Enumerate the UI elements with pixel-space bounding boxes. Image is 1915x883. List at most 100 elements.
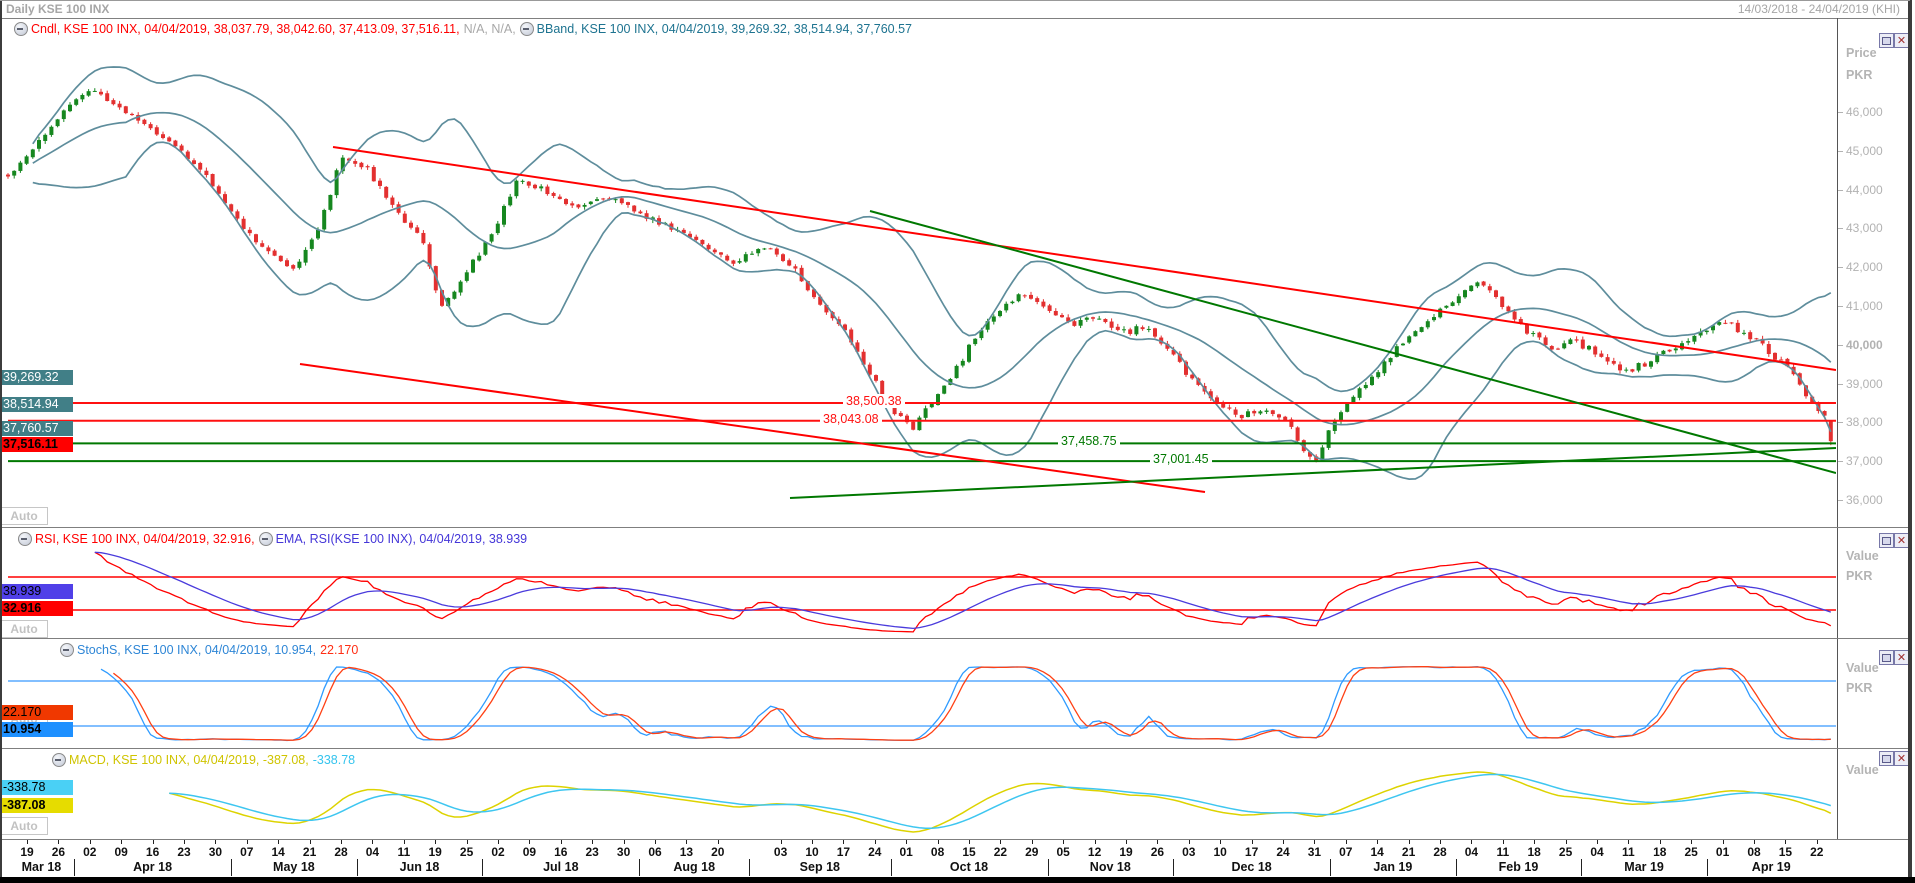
xaxis-tick-mark bbox=[27, 840, 28, 844]
xaxis-day-label: 25 bbox=[459, 845, 474, 859]
macd-value-tag: -387.08 bbox=[0, 798, 73, 813]
panel-close-icon[interactable]: ✕ bbox=[1894, 751, 1909, 766]
rsi-legend: RSI, KSE 100 INX, 04/04/2019, 32.916, EM… bbox=[18, 532, 527, 546]
xaxis-day-label: 04 bbox=[365, 845, 380, 859]
panel-close-icon[interactable]: ✕ bbox=[1894, 650, 1909, 665]
xaxis-day-label: 17 bbox=[836, 845, 851, 859]
xaxis-day-label: 18 bbox=[1653, 845, 1667, 859]
collapse-series-icon[interactable] bbox=[18, 532, 32, 546]
xaxis-day-label: 23 bbox=[585, 845, 599, 859]
panel-minimize-icon[interactable] bbox=[1879, 33, 1894, 48]
xaxis-tick-mark bbox=[1345, 840, 1347, 844]
axis-tick-label: 40,000 bbox=[1846, 337, 1883, 352]
bollinger-band-line bbox=[32, 111, 1832, 426]
xaxis-day-label: 28 bbox=[1433, 845, 1447, 859]
xaxis-tick-mark bbox=[874, 840, 876, 844]
xaxis-tick-mark bbox=[1063, 840, 1065, 844]
xaxis-day-label: 15 bbox=[1778, 845, 1793, 859]
xaxis-tick-mark bbox=[1314, 840, 1316, 844]
price-auto-button[interactable]: Auto bbox=[0, 507, 48, 525]
xaxis-month-label: Jul 18 bbox=[543, 860, 579, 874]
xaxis-tick-mark bbox=[1502, 840, 1504, 844]
date-range-label: 14/03/2018 - 24/04/2019 (KHI) bbox=[1737, 2, 1900, 16]
axis-tick-label: 46,000 bbox=[1846, 105, 1883, 119]
xaxis-tick-mark bbox=[89, 840, 91, 844]
xaxis-day-label: 17 bbox=[1244, 845, 1259, 859]
axis-tick-mark bbox=[1838, 228, 1843, 230]
xaxis-tick-mark bbox=[1659, 840, 1661, 844]
panel-separator bbox=[0, 839, 1910, 840]
price-value-tag: 38,514.94 bbox=[0, 397, 73, 412]
xaxis-day-label: 16 bbox=[554, 845, 568, 859]
rsi-line bbox=[94, 551, 1832, 633]
xaxis-tick-mark bbox=[1000, 840, 1002, 844]
panel-close-icon[interactable]: ✕ bbox=[1894, 33, 1909, 48]
xaxis-tick-mark bbox=[843, 840, 845, 844]
price-value-tag: 39,269.32 bbox=[0, 370, 73, 385]
price-panel-plot[interactable] bbox=[8, 19, 1837, 526]
xaxis-day-label: 19 bbox=[1119, 845, 1133, 859]
xaxis-tick-mark bbox=[623, 840, 625, 844]
window-title: Daily KSE 100 INX bbox=[6, 2, 110, 16]
xaxis-day-label: 26 bbox=[51, 845, 66, 859]
stoch-value-tag: 10.954 bbox=[0, 722, 73, 737]
close-glyph: ✕ bbox=[1896, 34, 1907, 47]
rsi-auto-button[interactable]: Auto bbox=[0, 620, 48, 638]
xaxis-tick-mark bbox=[1220, 840, 1222, 844]
xaxis-tick-mark bbox=[184, 840, 185, 844]
xaxis-tick-mark bbox=[121, 840, 123, 844]
xaxis-tick-mark bbox=[560, 840, 562, 844]
xaxis-month-label: May 18 bbox=[273, 860, 315, 874]
panel-minimize-icon[interactable] bbox=[1879, 650, 1894, 665]
xaxis-month-separator bbox=[482, 859, 484, 876]
stochastic-chart bbox=[8, 665, 1836, 742]
price-axis-unit-label: Price bbox=[1846, 46, 1877, 60]
xaxis-tick-mark bbox=[1722, 840, 1724, 844]
panel-minimize-icon[interactable] bbox=[1879, 751, 1894, 766]
macd-legend-segment: -338.78 bbox=[313, 753, 355, 767]
macd-legend-segment: MACD, KSE 100 INX, 04/04/2019, -387.08, bbox=[52, 753, 309, 767]
xaxis-month-label: Oct 18 bbox=[949, 860, 989, 874]
collapse-series-icon[interactable] bbox=[60, 643, 74, 657]
xaxis-tick-mark bbox=[1597, 840, 1598, 844]
xaxis-day-label: 30 bbox=[208, 845, 223, 859]
xaxis-day-label: 08 bbox=[1747, 845, 1761, 859]
xaxis-month-separator bbox=[74, 859, 76, 876]
xaxis-day-label: 02 bbox=[491, 845, 505, 859]
xaxis-tick-mark bbox=[1126, 840, 1127, 844]
xaxis-month-separator bbox=[1455, 859, 1457, 876]
xaxis-day-label: 16 bbox=[145, 845, 160, 859]
rsi-legend-segment: RSI, KSE 100 INX, 04/04/2019, 32.916, bbox=[18, 532, 255, 546]
xaxis-day-label: 10 bbox=[805, 845, 819, 859]
collapse-series-icon[interactable] bbox=[258, 532, 273, 546]
macd-line bbox=[169, 771, 1832, 833]
xaxis-month-label: Sep 18 bbox=[799, 860, 840, 874]
axis-tick-mark bbox=[1838, 189, 1843, 191]
panel-minimize-icon[interactable] bbox=[1879, 533, 1894, 548]
axis-tick-mark bbox=[1838, 422, 1843, 424]
xaxis-tick-mark bbox=[1031, 840, 1033, 844]
xaxis-tick-mark bbox=[1534, 840, 1536, 844]
panel-close-icon[interactable]: ✕ bbox=[1894, 533, 1909, 548]
xaxis-day-label: 24 bbox=[1276, 845, 1290, 859]
minimize-glyph bbox=[1882, 754, 1891, 763]
collapse-series-icon[interactable] bbox=[519, 22, 534, 36]
xaxis-day-label: 11 bbox=[397, 845, 411, 859]
xaxis-day-label: 09 bbox=[522, 845, 537, 859]
xaxis-tick-mark bbox=[215, 840, 217, 844]
axis-tick-mark bbox=[1838, 500, 1843, 501]
xaxis-day-label: 31 bbox=[1307, 845, 1322, 859]
macd-auto-button[interactable]: Auto bbox=[0, 817, 48, 835]
xaxis-day-label: 10 bbox=[1213, 845, 1227, 859]
axis-tick-mark bbox=[1838, 461, 1843, 463]
collapse-series-icon[interactable] bbox=[52, 753, 66, 767]
xaxis-month-label: Nov 18 bbox=[1089, 860, 1131, 874]
collapse-series-icon[interactable] bbox=[14, 22, 28, 36]
xaxis-tick-mark bbox=[686, 840, 688, 844]
macd-legend-text: MACD, KSE 100 INX, 04/04/2019, -387.08, bbox=[69, 753, 309, 767]
stoch-legend-text: StochS, KSE 100 INX, 04/04/2019, 10.954, bbox=[77, 643, 317, 657]
macd-chart bbox=[169, 771, 1832, 833]
xaxis-month-separator bbox=[1581, 859, 1583, 876]
window-titlebar[interactable]: Daily KSE 100 INX 14/03/2018 - 24/04/201… bbox=[0, 0, 1910, 19]
price-level-label: 37,458.75 bbox=[1058, 434, 1120, 449]
